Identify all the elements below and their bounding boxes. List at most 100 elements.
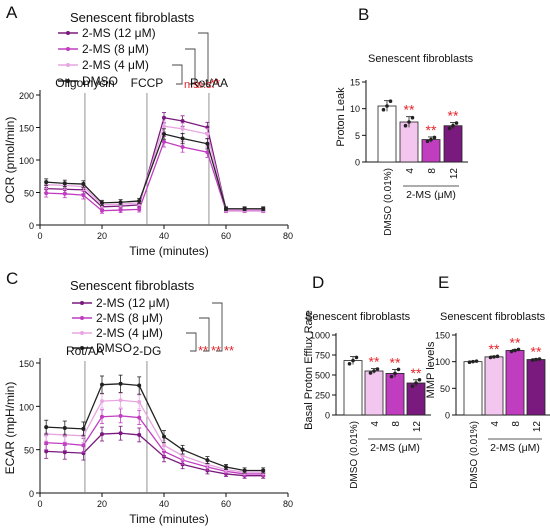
significance-label: ** [198, 343, 208, 358]
chart-title: Senescent fibroblasts [70, 10, 195, 25]
y-tick-label: 50 [24, 446, 34, 456]
data-point [100, 432, 104, 437]
y-tick-label: 150 [19, 124, 34, 134]
series-line [46, 399, 264, 473]
y-tick-label: 10 [350, 104, 360, 114]
y-tick-label: 750 [315, 351, 330, 361]
replicate-point [488, 355, 493, 360]
data-point [62, 450, 67, 455]
x-tick-label: 0 [37, 499, 42, 509]
y-tick-label: 15 [350, 78, 360, 88]
y-tick-label: 5 [355, 131, 360, 141]
data-point [162, 124, 166, 129]
x-tick-label: 20 [97, 499, 107, 509]
significance-bracket [186, 332, 197, 352]
legend-marker [66, 79, 70, 83]
replicate-point [347, 362, 352, 366]
panel-label: C [6, 269, 18, 288]
replicate-point [368, 371, 373, 375]
replicate-point [451, 123, 455, 128]
data-point [62, 426, 67, 430]
injection-label: Rot/AA [190, 76, 228, 90]
category-label: 12 [449, 168, 460, 180]
replicate-point [467, 360, 472, 365]
bar [463, 361, 483, 416]
significance-label: n.s. [184, 79, 202, 91]
significance-bracket [198, 32, 209, 85]
data-point [180, 447, 185, 452]
panel-label: B [358, 5, 369, 24]
injection-label: Oligomycin [55, 76, 114, 90]
y-tick-label: 150 [19, 359, 34, 369]
replicate-point [447, 126, 452, 131]
data-point [81, 193, 86, 198]
significance-bracket [199, 317, 210, 352]
series-line [46, 415, 264, 475]
category-label: 4 [490, 421, 501, 427]
data-point [44, 180, 49, 185]
panel-label: E [438, 273, 449, 292]
data-point [261, 468, 266, 473]
y-tick-label: 100 [435, 357, 450, 367]
y-tick-label: 200 [19, 91, 34, 101]
data-point [205, 150, 210, 155]
bar [484, 356, 504, 416]
replicate-point [530, 358, 535, 362]
bar [443, 125, 463, 163]
y-tick-label: 50 [440, 384, 450, 394]
injection-label: 2-DG [133, 344, 162, 358]
replicate-point [492, 355, 496, 359]
significance-label: n.s. [197, 79, 215, 91]
replicate-point [454, 121, 459, 125]
y-tick-label: 50 [24, 189, 34, 199]
y-axis-label: OCR (pmol/min) [3, 117, 17, 204]
legend-entry: DMSO [96, 341, 132, 355]
legend-entry: DMSO [82, 74, 118, 88]
category-label: DMSO (0.01%) [469, 421, 480, 489]
bar [377, 105, 397, 163]
data-point [81, 426, 86, 431]
x-tick-label: 80 [283, 499, 293, 509]
data-point [242, 468, 247, 473]
significance-star: ** [531, 344, 542, 360]
category-label: DMSO (0.01%) [349, 421, 360, 489]
replicate-point [385, 104, 389, 108]
group-label: 2-MS (μM) [490, 442, 540, 454]
data-point [62, 191, 67, 196]
data-point [44, 440, 49, 445]
data-point [118, 200, 123, 205]
chart-title: Senescent fibroblasts [70, 278, 195, 293]
significance-bracket [212, 302, 223, 352]
group-label: 2-MS (μM) [370, 442, 420, 454]
data-point [162, 132, 166, 136]
replicate-point [351, 358, 355, 363]
bar [406, 382, 426, 416]
chart-title: Senescent fibroblasts [305, 311, 411, 323]
x-tick-label: 20 [97, 231, 107, 241]
data-point [180, 145, 185, 149]
significance-star: ** [390, 354, 401, 370]
replicate-point [354, 355, 359, 360]
series [44, 408, 266, 477]
chart-title: Senescent fibroblasts [368, 53, 474, 65]
significance-star: ** [404, 102, 415, 118]
data-point [261, 206, 266, 211]
replicate-point [495, 354, 500, 359]
category-label: 12 [412, 421, 423, 433]
replicate-point [537, 357, 542, 361]
category-label: DMSO (0.01%) [383, 168, 394, 236]
data-point [162, 443, 166, 448]
legend-marker [66, 47, 70, 51]
panel-label: D [312, 273, 324, 292]
data-point [224, 465, 228, 469]
group-label: 2-MS (μM) [406, 189, 456, 201]
data-point [62, 441, 67, 446]
bar [526, 359, 546, 416]
data-point [100, 208, 104, 213]
y-tick-label: 0 [325, 411, 330, 421]
x-axis-label: Time (minutes) [129, 512, 209, 526]
significance-star: ** [411, 365, 422, 381]
replicate-point [372, 369, 376, 373]
x-axis-label: Time (minutes) [129, 244, 209, 258]
